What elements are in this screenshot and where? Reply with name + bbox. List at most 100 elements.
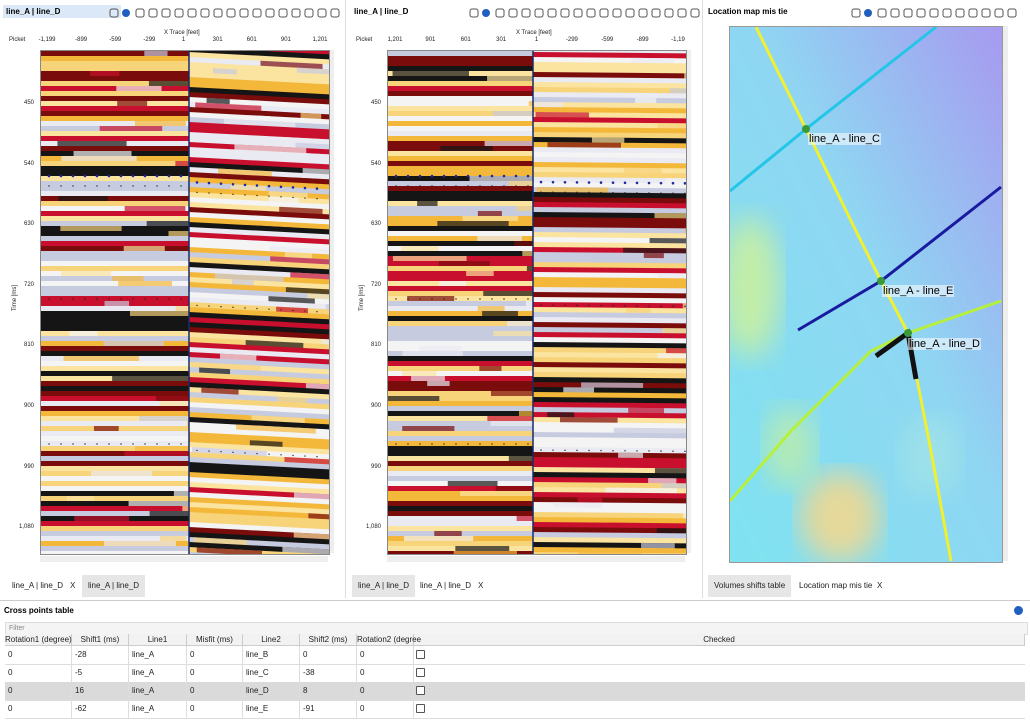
reflector-patch [223,118,296,129]
tool-icon[interactable] [690,8,700,18]
reflector [388,366,533,372]
pick [648,192,650,194]
reflector [388,106,533,112]
tool-icon[interactable] [968,8,978,18]
tool-icon[interactable] [508,8,518,18]
tool-icon[interactable] [304,8,314,18]
tool-icon[interactable] [560,8,570,18]
toolbar[interactable] [468,6,702,20]
checkbox[interactable] [416,668,425,677]
tool-icon[interactable] [265,8,275,18]
tab[interactable]: line_A | line_D [82,575,145,597]
checkbox[interactable] [416,704,425,713]
reflector [189,492,329,505]
tool-icon[interactable] [495,8,505,18]
tool-icon[interactable] [521,8,531,18]
column-header[interactable]: Checked [414,634,1025,645]
tool-icon[interactable] [174,8,184,18]
tool-icon[interactable] [161,8,171,18]
tab[interactable]: X [70,581,76,590]
reflector-patch [112,376,192,382]
tool-icon[interactable] [929,8,939,18]
checkbox[interactable] [416,650,425,659]
reflector [189,532,329,545]
tool-icon[interactable] [625,8,635,18]
reflector [388,206,533,212]
tool-icon[interactable] [200,8,210,18]
tool-icon[interactable] [942,8,952,18]
tool-icon[interactable] [278,8,288,18]
tool-icon[interactable] [994,8,1004,18]
column-header[interactable]: Shift2 (ms) [300,634,357,645]
table-row[interactable] [5,700,1025,719]
pick [455,298,457,300]
tool-icon[interactable] [317,8,327,18]
tool-icon[interactable] [226,8,236,18]
pick [588,191,590,194]
tool-icon[interactable] [122,9,130,17]
checkbox[interactable] [416,686,425,695]
tool-icon[interactable] [239,8,249,18]
reflector [41,511,189,517]
tool-icon[interactable] [187,8,197,18]
tool-icon[interactable] [213,8,223,18]
column-header[interactable]: Rotation2 (degree [357,634,422,645]
tool-icon[interactable] [148,8,158,18]
tool-icon[interactable] [1007,8,1017,18]
tool-icon[interactable] [482,9,490,17]
tool-icon[interactable] [890,8,900,18]
tool-icon[interactable] [612,8,622,18]
toolbar[interactable] [108,6,342,20]
tool-icon[interactable] [677,8,687,18]
table-row[interactable] [5,646,1025,665]
table-row[interactable] [5,682,1025,701]
tool-icon[interactable] [864,9,872,17]
tool-icon[interactable] [547,8,557,18]
column-header[interactable]: Misfit (ms) [187,634,243,645]
tool-icon[interactable] [981,8,991,18]
tool-icon[interactable] [916,8,926,18]
pick [648,305,650,307]
tool-icon[interactable] [955,8,965,18]
tool-icon[interactable] [638,8,648,18]
column-header[interactable]: Line2 [243,634,300,645]
tab-close[interactable]: X [877,581,883,590]
tool-icon[interactable] [135,8,145,18]
tool-icon[interactable] [109,8,119,18]
tool-icon[interactable] [851,8,861,18]
tab[interactable]: line_A | line_D [420,581,471,590]
reflector-patch [466,271,494,277]
tool-icon[interactable] [291,8,301,18]
pick [132,443,134,445]
reflector [533,467,686,474]
tool-icon[interactable] [903,8,913,18]
toolbar[interactable] [850,6,1019,20]
tool-icon[interactable] [877,8,887,18]
tool-icon[interactable] [534,8,544,18]
column-header[interactable]: Line1 [129,634,187,645]
tab[interactable]: line_A | line_D [352,575,415,597]
tool-icon[interactable] [586,8,596,18]
tool-icon[interactable] [252,8,262,18]
reflector-patch [490,391,552,397]
column-header[interactable]: Shift1 (ms) [72,634,129,645]
pick [279,185,283,189]
pick [612,304,614,307]
column-header[interactable]: Rotation1 (degree) [5,634,72,645]
reflector [41,121,189,127]
tool-icon[interactable] [573,8,583,18]
tab[interactable]: Volumes shifts table [708,575,792,597]
tool-icon[interactable] [664,8,674,18]
tab[interactable]: line_A | line_D [12,581,63,590]
pick [268,195,270,197]
tool-icon[interactable] [651,8,661,18]
pick [395,298,397,300]
tab[interactable]: Location map mis tie [799,581,873,590]
settings-icon[interactable] [1014,606,1023,615]
tab-close[interactable]: X [478,581,484,590]
reflector-patch [191,447,267,457]
tool-icon[interactable] [469,8,479,18]
reflector [533,442,686,449]
tool-icon[interactable] [330,8,340,18]
tool-icon[interactable] [599,8,609,18]
